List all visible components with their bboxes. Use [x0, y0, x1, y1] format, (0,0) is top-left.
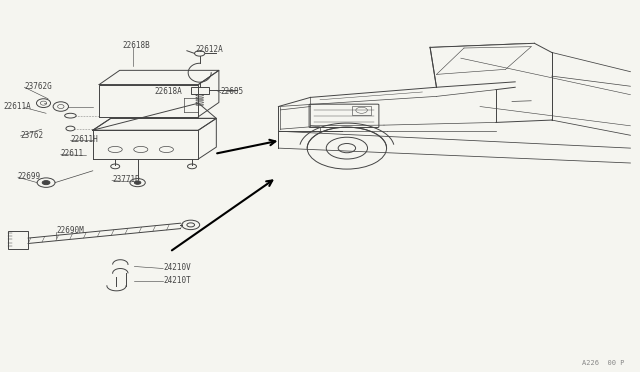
Circle shape [42, 180, 50, 185]
Text: 22611: 22611 [61, 150, 84, 158]
Text: 22611A: 22611A [3, 102, 31, 111]
Bar [8, 231, 28, 248]
Bar [352, 106, 371, 115]
Text: 22685: 22685 [221, 87, 244, 96]
Text: 22612A: 22612A [195, 45, 223, 54]
Text: 22611H: 22611H [70, 135, 98, 144]
Bar [191, 87, 209, 94]
Text: 23762: 23762 [20, 131, 44, 140]
Text: 24210V: 24210V [163, 263, 191, 272]
Circle shape [134, 181, 141, 184]
Text: 22699: 22699 [18, 172, 41, 181]
Text: 22618A: 22618A [155, 87, 182, 96]
Text: 23762G: 23762G [24, 82, 52, 91]
Text: 23771D: 23771D [112, 176, 140, 185]
Text: 24210T: 24210T [163, 276, 191, 285]
Text: A226  00 P: A226 00 P [582, 360, 624, 366]
Text: 22618B: 22618B [123, 41, 150, 50]
Text: 22690M: 22690M [56, 226, 84, 235]
